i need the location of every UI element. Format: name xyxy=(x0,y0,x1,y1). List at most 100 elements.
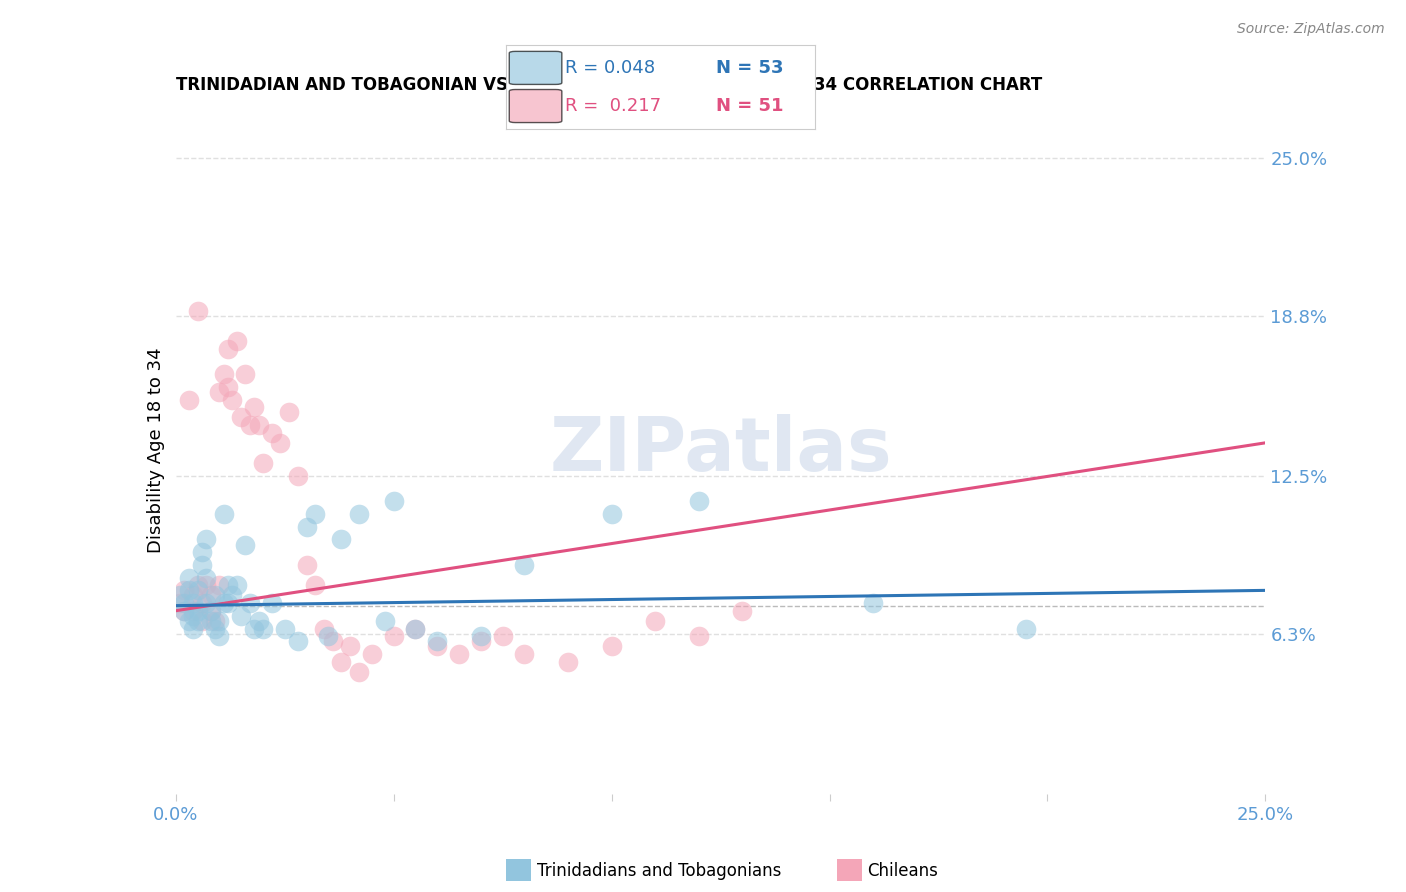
Point xyxy=(173,604,195,618)
Point xyxy=(287,469,309,483)
Point xyxy=(186,303,209,318)
Point xyxy=(247,417,270,432)
Point xyxy=(260,596,283,610)
Point xyxy=(260,425,283,440)
Text: TRINIDADIAN AND TOBAGONIAN VS CHILEAN DISABILITY AGE 18 TO 34 CORRELATION CHART: TRINIDADIAN AND TOBAGONIAN VS CHILEAN DI… xyxy=(176,77,1042,95)
Point xyxy=(212,367,235,381)
Point xyxy=(274,622,297,636)
Point xyxy=(208,578,231,592)
Point xyxy=(204,622,226,636)
Text: Trinidadians and Tobagonians: Trinidadians and Tobagonians xyxy=(537,862,782,880)
Point xyxy=(212,507,235,521)
Point xyxy=(177,583,200,598)
Point xyxy=(181,589,204,603)
Point xyxy=(217,596,239,610)
Point xyxy=(177,571,200,585)
Point xyxy=(295,520,318,534)
Point xyxy=(186,583,209,598)
Point xyxy=(181,604,204,618)
Point xyxy=(231,608,253,623)
Point xyxy=(382,494,405,508)
Point xyxy=(347,507,370,521)
Point xyxy=(557,655,579,669)
Point xyxy=(208,629,231,643)
Point xyxy=(186,614,209,628)
Point xyxy=(181,622,204,636)
Point xyxy=(208,614,231,628)
Point xyxy=(235,538,257,552)
Point xyxy=(295,558,318,572)
Point xyxy=(269,435,291,450)
Point xyxy=(191,558,214,572)
Point xyxy=(195,571,218,585)
Point xyxy=(239,417,262,432)
Point xyxy=(278,405,301,419)
Point xyxy=(195,596,218,610)
Point xyxy=(330,655,353,669)
Point xyxy=(374,614,396,628)
Point xyxy=(200,614,222,628)
Point xyxy=(181,596,204,610)
Point xyxy=(200,604,222,618)
Point xyxy=(600,640,623,654)
Point xyxy=(318,629,340,643)
Point xyxy=(247,614,270,628)
Point xyxy=(287,634,309,648)
Point xyxy=(217,578,239,592)
Point xyxy=(181,608,204,623)
Point xyxy=(304,507,326,521)
Point xyxy=(339,640,361,654)
Point xyxy=(492,629,515,643)
Point xyxy=(731,604,754,618)
Point xyxy=(208,384,231,399)
Point xyxy=(405,622,427,636)
Point xyxy=(322,634,344,648)
Point xyxy=(221,392,243,407)
Point xyxy=(470,634,492,648)
Point xyxy=(304,578,326,592)
Point xyxy=(330,533,353,547)
Point xyxy=(200,604,222,618)
Point xyxy=(217,342,239,356)
Point xyxy=(235,367,257,381)
Point xyxy=(225,578,247,592)
Text: Source: ZipAtlas.com: Source: ZipAtlas.com xyxy=(1237,22,1385,37)
Point xyxy=(225,334,247,348)
Point xyxy=(231,410,253,425)
Point xyxy=(600,507,623,521)
Point xyxy=(688,494,710,508)
Point xyxy=(195,533,218,547)
Point xyxy=(644,614,666,628)
Point xyxy=(1015,622,1038,636)
Point xyxy=(204,589,226,603)
FancyBboxPatch shape xyxy=(509,52,562,85)
Point xyxy=(173,604,195,618)
Text: R =  0.217: R = 0.217 xyxy=(565,97,661,115)
Point xyxy=(513,647,536,661)
Point xyxy=(177,392,200,407)
Point xyxy=(191,545,214,559)
Point xyxy=(243,401,266,415)
Point xyxy=(426,640,449,654)
Point xyxy=(862,596,884,610)
Point xyxy=(221,589,243,603)
Point xyxy=(191,614,214,628)
Point xyxy=(382,629,405,643)
Point xyxy=(200,589,222,603)
Point xyxy=(186,604,209,618)
Point xyxy=(252,456,274,470)
Point xyxy=(239,596,262,610)
Point xyxy=(169,596,191,610)
Point xyxy=(513,558,536,572)
Point xyxy=(217,380,239,394)
Point xyxy=(470,629,492,643)
Point xyxy=(447,647,470,661)
Text: R = 0.048: R = 0.048 xyxy=(565,59,655,77)
Point xyxy=(347,665,370,679)
Y-axis label: Disability Age 18 to 34: Disability Age 18 to 34 xyxy=(146,348,165,553)
Text: Chileans: Chileans xyxy=(868,862,938,880)
Point xyxy=(169,589,191,603)
Point xyxy=(688,629,710,643)
Point xyxy=(195,578,218,592)
Point xyxy=(426,634,449,648)
